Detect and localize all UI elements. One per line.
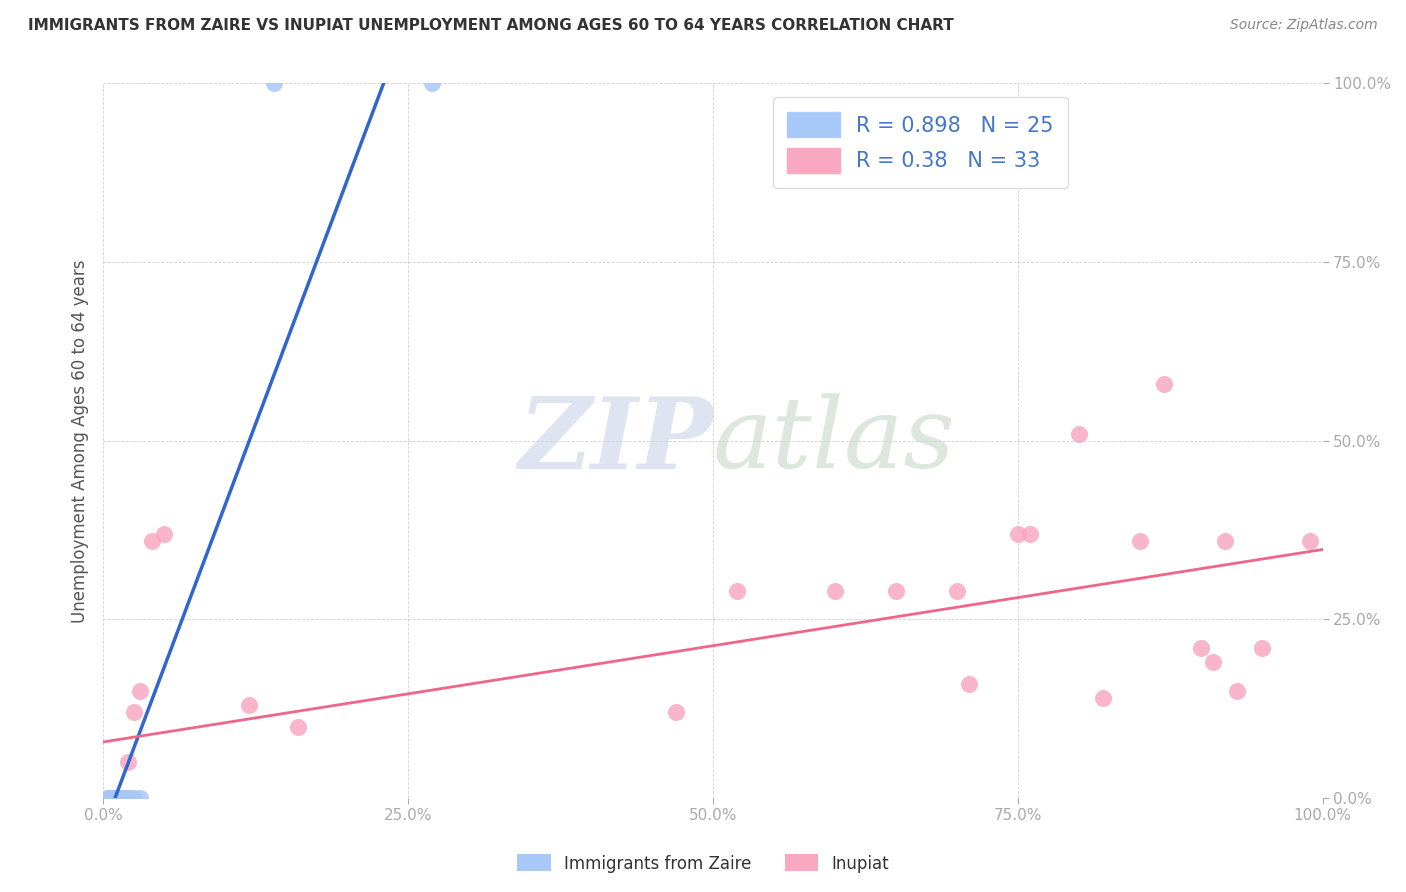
Point — [1213, 533, 1236, 548]
Point — [1226, 684, 1249, 698]
Point — [98, 791, 121, 805]
Point — [153, 526, 176, 541]
Point — [105, 791, 128, 805]
Point — [100, 791, 122, 805]
Point — [100, 791, 122, 805]
Point — [1250, 640, 1272, 655]
Point — [114, 791, 136, 805]
Point — [884, 583, 907, 598]
Point — [98, 791, 121, 805]
Text: atlas: atlas — [713, 393, 956, 489]
Point — [96, 791, 118, 805]
Point — [128, 684, 150, 698]
Point — [945, 583, 967, 598]
Point — [103, 791, 125, 805]
Point — [1202, 655, 1225, 669]
Point — [117, 756, 139, 770]
Point — [118, 791, 141, 805]
Text: Source: ZipAtlas.com: Source: ZipAtlas.com — [1230, 18, 1378, 32]
Point — [1067, 426, 1090, 441]
Point — [98, 791, 121, 805]
Point — [103, 791, 125, 805]
Point — [101, 791, 124, 805]
Point — [101, 791, 124, 805]
Point — [1129, 533, 1152, 548]
Point — [112, 791, 135, 805]
Point — [1019, 526, 1042, 541]
Legend: Immigrants from Zaire, Inupiat: Immigrants from Zaire, Inupiat — [510, 847, 896, 880]
Point — [122, 791, 145, 805]
Point — [107, 791, 129, 805]
Point — [108, 791, 131, 805]
Point — [422, 77, 444, 91]
Point — [1299, 533, 1322, 548]
Point — [1007, 526, 1029, 541]
Point — [957, 677, 980, 691]
Legend: R = 0.898   N = 25, R = 0.38   N = 33: R = 0.898 N = 25, R = 0.38 N = 33 — [773, 97, 1069, 188]
Point — [665, 706, 688, 720]
Point — [1153, 376, 1175, 391]
Point — [98, 791, 121, 805]
Point — [100, 791, 122, 805]
Point — [263, 77, 285, 91]
Y-axis label: Unemployment Among Ages 60 to 64 years: Unemployment Among Ages 60 to 64 years — [72, 259, 89, 623]
Point — [128, 791, 150, 805]
Point — [97, 791, 120, 805]
Point — [238, 698, 260, 713]
Text: ZIP: ZIP — [517, 392, 713, 489]
Point — [725, 583, 748, 598]
Text: IMMIGRANTS FROM ZAIRE VS INUPIAT UNEMPLOYMENT AMONG AGES 60 TO 64 YEARS CORRELAT: IMMIGRANTS FROM ZAIRE VS INUPIAT UNEMPLO… — [28, 18, 953, 33]
Point — [141, 533, 163, 548]
Point — [117, 791, 139, 805]
Point — [824, 583, 846, 598]
Point — [1189, 640, 1212, 655]
Point — [287, 720, 309, 734]
Point — [122, 706, 145, 720]
Point — [100, 791, 122, 805]
Point — [111, 791, 134, 805]
Point — [110, 791, 132, 805]
Point — [107, 791, 129, 805]
Point — [1092, 691, 1115, 706]
Point — [104, 791, 127, 805]
Point — [104, 791, 127, 805]
Point — [100, 791, 122, 805]
Point — [110, 791, 132, 805]
Point — [112, 791, 135, 805]
